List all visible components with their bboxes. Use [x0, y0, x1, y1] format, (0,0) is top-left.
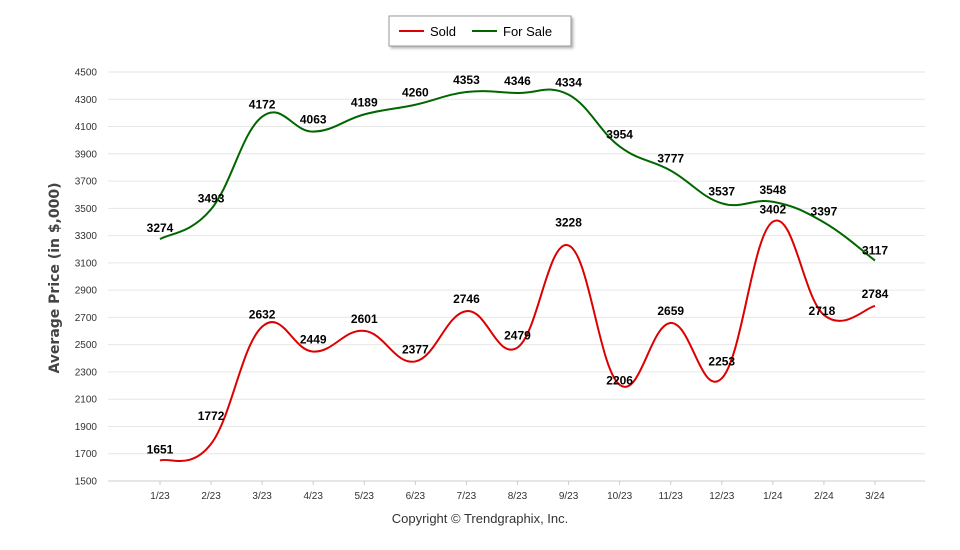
data-label-for-sale: 3548 [759, 183, 786, 197]
x-tick-label: 11/23 [659, 491, 684, 502]
data-label-sold: 2632 [249, 308, 276, 322]
x-tick-label: 9/23 [559, 491, 579, 502]
y-tick-label: 3300 [75, 231, 98, 242]
data-label-for-sale: 4172 [249, 98, 276, 112]
axes: 1500 1700 1900 2100 2300 2500 2700 2900 3100 3300… [75, 68, 925, 502]
y-tick-label: 2300 [75, 367, 98, 378]
data-label-for-sale: 4260 [402, 86, 429, 100]
x-tick-label: 3/24 [865, 491, 885, 502]
legend: Sold For Sale [388, 15, 572, 47]
y-tick-label: 1700 [75, 449, 98, 460]
y-tick-label: 2500 [75, 340, 98, 351]
y-tick-label: 3700 [75, 177, 98, 188]
x-tick-label: 2/23 [201, 491, 221, 502]
copyright-footer: Copyright © Trendgraphix, Inc. [391, 511, 569, 526]
x-tick-label: 12/23 [709, 491, 734, 502]
data-label-for-sale: 4346 [504, 74, 531, 88]
data-label-sold: 2746 [453, 292, 480, 306]
y-tick-label: 2100 [75, 395, 98, 406]
data-label-for-sale: 3274 [147, 221, 174, 235]
y-axis-label: Average Price (in $,000) [47, 182, 63, 373]
data-label-for-sale: 4334 [555, 76, 582, 90]
data-label-sold: 1651 [147, 442, 174, 456]
data-label-sold: 3402 [759, 203, 786, 217]
data-label-for-sale: 3954 [606, 127, 633, 141]
data-label-sold: 2449 [300, 333, 327, 347]
gridlines [108, 71, 925, 482]
x-tick-label: 5/23 [355, 491, 375, 502]
data-label-sold: 2659 [657, 304, 684, 318]
x-tick-label: 8/23 [508, 491, 528, 502]
data-label-for-sale: 3117 [862, 244, 888, 258]
legend-label-for-sale: For Sale [503, 24, 552, 39]
x-tick-label: 4/23 [303, 491, 323, 502]
y-tick-label: 3900 [75, 149, 98, 160]
data-label-sold: 2601 [351, 312, 378, 326]
data-label-sold: 2479 [504, 329, 531, 343]
data-label-for-sale: 4189 [351, 95, 378, 109]
y-tick-label: 4500 [75, 68, 98, 79]
x-tick-label: 3/23 [252, 491, 272, 502]
y-tick-label: 2700 [75, 313, 98, 324]
data-label-sold: 2718 [809, 304, 836, 318]
y-tick-label: 1900 [75, 422, 98, 433]
data-labels: 1651 1772 2632 2449 2601 2377 2746 2479 3228 2206… [147, 73, 889, 456]
x-tick-label: 2/24 [814, 491, 834, 502]
x-tick-label: 1/23 [150, 491, 170, 502]
data-label-sold: 2377 [402, 342, 429, 356]
y-tick-label: 1500 [75, 477, 98, 488]
data-label-for-sale: 3493 [198, 191, 225, 205]
y-tick-label: 2900 [75, 286, 98, 297]
data-label-for-sale: 3777 [657, 152, 684, 166]
data-label-for-sale: 4063 [300, 113, 327, 127]
legend-label-sold: Sold [430, 24, 456, 39]
data-label-sold: 1772 [198, 409, 225, 423]
y-tick-label: 4100 [75, 122, 98, 133]
series-line-for-sale [159, 88, 876, 262]
data-label-for-sale: 3537 [708, 184, 735, 198]
line-chart: 1500 1700 1900 2100 2300 2500 2700 2900 3100 3300… [47, 15, 925, 502]
data-label-for-sale: 4353 [453, 73, 480, 87]
data-label-sold: 2253 [708, 354, 735, 368]
data-label-sold: 2784 [862, 287, 889, 301]
data-label-for-sale: 3397 [811, 204, 838, 218]
x-tick-label: 7/23 [457, 491, 477, 502]
series-lines [159, 88, 876, 462]
y-tick-label: 3100 [75, 258, 98, 269]
x-tick-label: 1/24 [763, 491, 783, 502]
data-label-sold: 3228 [555, 215, 582, 229]
y-tick-label: 4300 [75, 95, 98, 106]
x-tick-label: 6/23 [406, 491, 426, 502]
data-label-sold: 2206 [606, 374, 633, 388]
x-tick-label: 10/23 [607, 491, 632, 502]
y-tick-label: 3500 [75, 204, 98, 215]
series-line-sold [159, 219, 876, 462]
